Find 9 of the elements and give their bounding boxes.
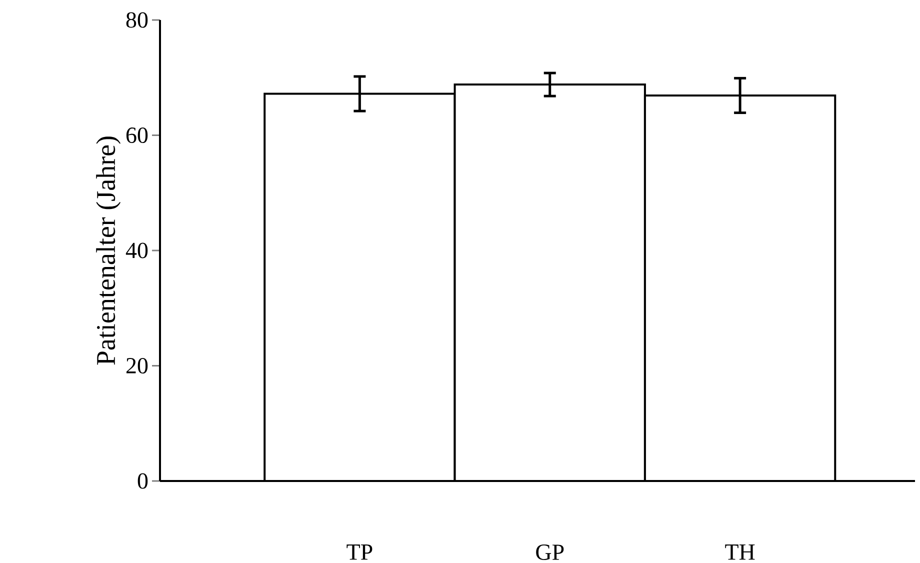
y-axis-title: Patientenalter (Jahre): [96, 136, 121, 365]
y-tick-label: 0: [138, 473, 148, 489]
y-tick-label: 20: [126, 358, 148, 374]
y-tick-label: 40: [126, 242, 148, 258]
x-tick-label: TP: [346, 544, 372, 560]
x-tick-label: TH: [725, 544, 755, 560]
x-tick-label: GP: [536, 544, 564, 560]
y-tick-label: 60: [126, 127, 148, 144]
y-tick-label: 80: [126, 12, 148, 28]
